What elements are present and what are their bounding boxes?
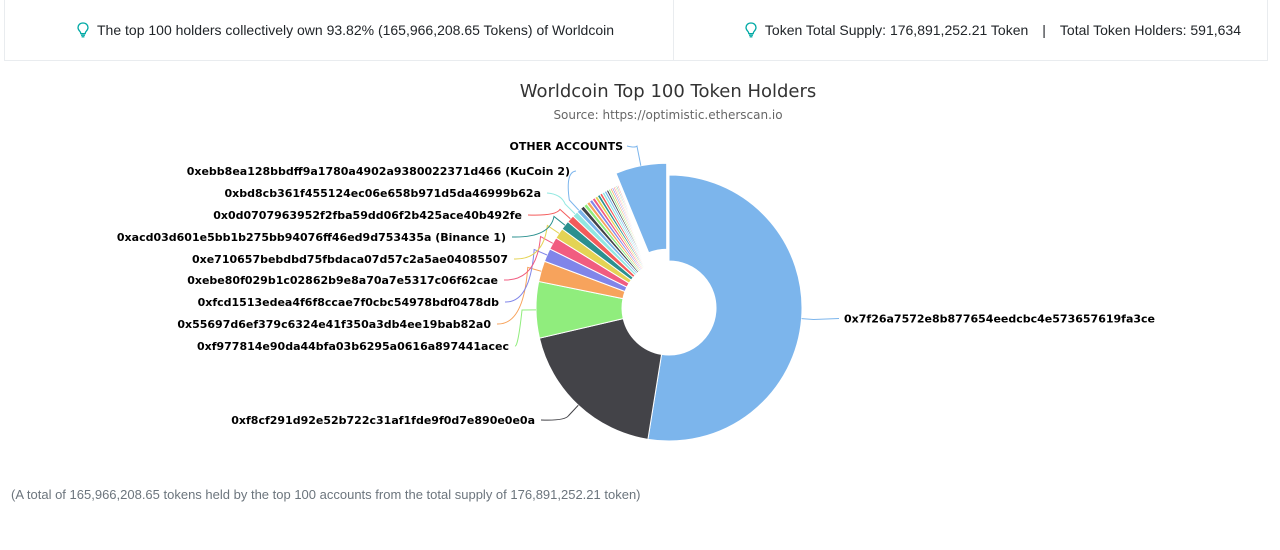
- data-label-30: OTHER ACCOUNTS: [510, 140, 624, 153]
- chart-title: Worldcoin Top 100 Token Holders: [520, 81, 817, 102]
- data-label-8: 0xacd03d601e5bb1b275bb94076ff46ed9d75343…: [117, 231, 506, 244]
- label-connector-4: [496, 266, 542, 325]
- data-label-1: 0x7f26a7572e8b877654eedcbc4e573657619fa3…: [844, 313, 1155, 326]
- pie-slice-2[interactable]: [538, 318, 663, 440]
- top-holders-text: The top 100 holders collectively own 93.…: [97, 22, 615, 38]
- data-label-7: 0xe710657bebdbd75fbdaca07d57c2a5ae040855…: [192, 253, 508, 266]
- label-connector-5: [504, 248, 548, 303]
- donut-chart-svg: Worldcoin Top 100 Token Holders Source: …: [117, 81, 1155, 442]
- data-label-6: 0xebe80f029b1c02862b9e8a70a7e5317c06f62c…: [187, 274, 498, 287]
- total-supply-text: Token Total Supply: 176,891,252.21 Token: [764, 22, 1029, 38]
- data-label-10: 0xbd8cb361f455124ec06e658b971d5da46999b6…: [225, 187, 541, 200]
- banner-divider: [673, 0, 674, 60]
- label-connector-11: [567, 170, 580, 211]
- label-connector-8: [511, 215, 566, 238]
- data-label-2: 0xf8cf291d92e52b722c31af1fde9f0d7e890e0e…: [231, 414, 535, 427]
- data-label-4: 0x55697d6ef379c6324e41f350a3db4ee19bab82…: [177, 318, 491, 331]
- holders-chart: Worldcoin Top 100 Token Holders Source: …: [0, 62, 1280, 482]
- top-holders-summary: The top 100 holders collectively own 93.…: [77, 20, 614, 40]
- label-connector-10: [546, 192, 576, 215]
- label-connector-30: [626, 145, 642, 166]
- label-connector-9: [527, 208, 571, 220]
- banner-separator: |: [1042, 22, 1046, 38]
- lightbulb-icon: [77, 22, 89, 38]
- pie-slices: [535, 162, 803, 442]
- chart-subtitle: Source: https://optimistic.etherscan.io: [553, 108, 782, 122]
- label-connector-1: [801, 318, 840, 321]
- info-banner: The top 100 holders collectively own 93.…: [4, 0, 1268, 61]
- pie-slice-1[interactable]: [647, 174, 803, 442]
- holders-footnote: (A total of 165,966,208.65 tokens held b…: [11, 487, 641, 502]
- label-connectors: [496, 145, 840, 421]
- label-connector-7: [513, 224, 560, 260]
- label-connector-3: [514, 309, 537, 347]
- data-label-5: 0xfcd1513edea4f6f8ccae7f0cbc54978bdf0478…: [198, 296, 500, 309]
- lightbulb-icon: [745, 22, 757, 38]
- label-connector-6: [503, 235, 554, 281]
- label-connector-2: [540, 404, 579, 421]
- supply-summary: Token Total Supply: 176,891,252.21 Token…: [745, 20, 1241, 40]
- pie-slice-29[interactable]: [616, 184, 652, 266]
- data-label-11: 0xebb8ea128bbdff9a1780a4902a9380022371d4…: [187, 165, 570, 178]
- data-label-9: 0x0d0707963952f2fba59dd06f2b425ace40b492…: [213, 209, 522, 222]
- total-holders-text: Total Token Holders: 591,634: [1059, 22, 1241, 38]
- data-labels: 0x7f26a7572e8b877654eedcbc4e573657619fa3…: [117, 140, 1155, 427]
- data-label-3: 0xf977814e90da44bfa03b6295a0616a897441ac…: [197, 340, 509, 353]
- pie-slice-30[interactable]: [615, 162, 668, 254]
